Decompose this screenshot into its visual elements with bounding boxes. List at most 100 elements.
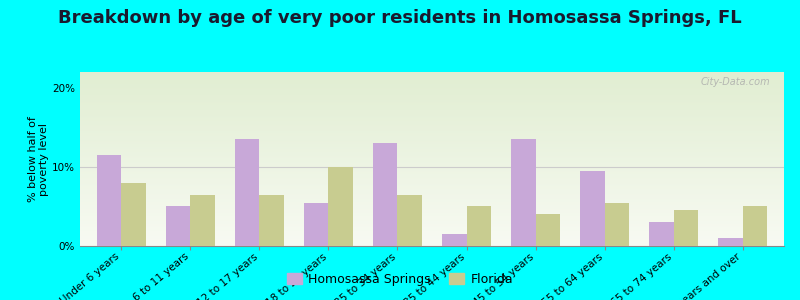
Bar	[80, 101, 784, 102]
Bar	[80, 134, 784, 135]
Bar	[80, 74, 784, 75]
Bar	[329, 167, 353, 246]
Bar	[80, 208, 784, 209]
Bar	[80, 138, 784, 139]
Bar	[80, 122, 784, 123]
Bar	[80, 113, 784, 114]
Bar	[80, 142, 784, 143]
Bar	[80, 193, 784, 194]
Bar	[80, 181, 784, 182]
Bar	[80, 81, 784, 82]
Bar	[80, 158, 784, 159]
Bar	[80, 220, 784, 221]
Y-axis label: % below half of
poverty level: % below half of poverty level	[28, 116, 50, 202]
Bar	[80, 239, 784, 240]
Bar	[80, 119, 784, 120]
Bar	[80, 228, 784, 229]
Bar	[80, 116, 784, 117]
Bar	[80, 139, 784, 140]
Bar	[80, 135, 784, 136]
Bar	[80, 167, 784, 168]
Bar	[80, 187, 784, 188]
Bar	[80, 227, 784, 228]
Bar	[742, 206, 766, 246]
Bar	[80, 150, 784, 151]
Bar	[80, 87, 784, 88]
Bar	[80, 219, 784, 220]
Bar	[80, 147, 784, 148]
Bar	[80, 121, 784, 122]
Bar	[80, 190, 784, 191]
Bar	[80, 82, 784, 83]
Bar	[80, 206, 784, 207]
Bar	[511, 139, 535, 246]
Bar	[80, 136, 784, 137]
Bar	[304, 202, 329, 246]
Bar	[80, 238, 784, 239]
Bar	[80, 221, 784, 222]
Bar	[80, 137, 784, 138]
Bar	[80, 77, 784, 78]
Bar	[80, 100, 784, 101]
Bar	[80, 223, 784, 224]
Bar	[442, 234, 466, 246]
Bar	[80, 112, 784, 113]
Bar	[80, 149, 784, 150]
Bar	[80, 188, 784, 189]
Bar	[80, 109, 784, 110]
Bar	[80, 97, 784, 98]
Bar	[80, 222, 784, 223]
Bar	[80, 185, 784, 186]
Bar	[80, 127, 784, 128]
Bar	[80, 216, 784, 217]
Bar	[80, 184, 784, 185]
Bar	[80, 90, 784, 91]
Bar	[80, 143, 784, 144]
Bar	[80, 79, 784, 80]
Bar	[80, 144, 784, 145]
Bar	[80, 129, 784, 130]
Bar	[80, 98, 784, 99]
Bar	[80, 186, 784, 187]
Bar	[80, 192, 784, 193]
Bar	[80, 104, 784, 105]
Bar	[259, 195, 284, 246]
Bar	[80, 105, 784, 106]
Bar	[80, 159, 784, 160]
Bar	[80, 235, 784, 236]
Bar	[80, 102, 784, 103]
Bar	[374, 143, 398, 246]
Bar	[80, 146, 784, 147]
Bar	[80, 148, 784, 149]
Bar	[80, 183, 784, 184]
Bar	[80, 209, 784, 210]
Bar	[80, 176, 784, 177]
Bar	[80, 114, 784, 115]
Bar	[80, 88, 784, 89]
Bar	[80, 178, 784, 179]
Bar	[80, 232, 784, 233]
Bar	[80, 130, 784, 131]
Bar	[80, 230, 784, 231]
Bar	[80, 200, 784, 201]
Bar	[80, 111, 784, 112]
Bar	[398, 195, 422, 246]
Bar	[80, 117, 784, 118]
Bar	[80, 203, 784, 204]
Bar	[166, 206, 190, 246]
Bar	[80, 202, 784, 203]
Bar	[80, 242, 784, 243]
Bar	[80, 199, 784, 200]
Bar	[80, 102, 784, 103]
Bar	[718, 238, 742, 246]
Bar	[80, 164, 784, 165]
Bar	[80, 132, 784, 133]
Bar	[80, 125, 784, 126]
Bar	[535, 214, 560, 246]
Bar	[80, 128, 784, 129]
Bar	[674, 210, 698, 246]
Bar	[80, 179, 784, 180]
Bar	[80, 118, 784, 119]
Bar	[80, 240, 784, 241]
Bar	[80, 72, 784, 73]
